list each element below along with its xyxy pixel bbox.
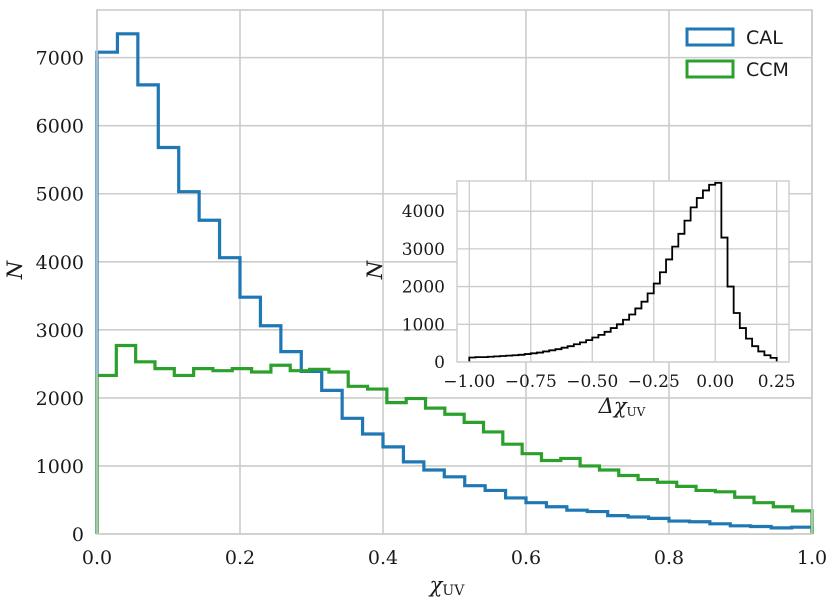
main-y-tick-label: 7000 [36,48,84,70]
inset-x-tick-label: −0.75 [505,372,557,392]
inset-x-tick-label: 0.25 [758,372,796,392]
main-y-tick-label: 3000 [36,320,84,342]
legend-swatch-ccm [685,59,735,79]
inset-delta-step-line [468,181,778,362]
inset-x-axis-label: ΔχUV [598,394,646,419]
legend-entry-ccm: CCM [685,59,789,81]
inset-y-axis-label: N [363,260,387,280]
main-x-tick-label: 0.0 [82,547,112,569]
legend-label-ccm: CCM [746,59,789,81]
main-y-tick-label: 2000 [36,388,84,410]
main-y-tick-label: 5000 [36,184,84,206]
inset-background [457,181,789,362]
main-x-axis-label: χUV [428,573,466,599]
main-plot-frame [96,9,813,535]
inset-x-tick-label: −0.25 [628,372,680,392]
main-x-tick-label: 0.6 [511,547,541,569]
inset-y-tick-label: 4000 [402,202,445,222]
main-x-tick-label: 0.2 [225,547,255,569]
main-y-axis-label: N [3,260,27,280]
series-cal-step-line [95,32,814,534]
main-chart: 0.0 0.2 0.4 0.6 0.8 1.0 0 1000 2000 3000 4000 5000… [3,9,827,599]
inset-y-tick-label: 2000 [402,278,445,298]
main-series [95,32,814,534]
main-x-tick-label: 0.4 [368,547,398,569]
inset-y-tick-label: 3000 [402,240,445,260]
inset-x-tick-label: 0.00 [696,372,734,392]
inset-x-tick-label: −1.00 [443,372,495,392]
inset-x-tick-labels: −1.00 −0.75 −0.50 −0.25 0.00 0.25 [443,372,795,392]
inset-y-tick-labels: 0 1000 2000 3000 4000 [402,202,445,373]
main-x-tick-labels: 0.0 0.2 0.4 0.6 0.8 1.0 [82,547,827,569]
main-y-tick-label: 4000 [36,252,84,274]
inset-plot-frame [456,180,790,363]
main-x-tick-label: 0.8 [654,547,684,569]
main-x-tick-label: 1.0 [797,547,827,569]
inset-y-tick-label: 1000 [402,315,445,335]
main-y-tick-label: 0 [72,524,84,546]
inset-series [468,181,778,362]
main-y-tick-label: 1000 [36,456,84,478]
inset-y-tick-label: 0 [434,353,445,373]
main-y-tick-labels: 0 1000 2000 3000 4000 5000 6000 7000 [36,48,84,546]
legend: CAL CCM [685,27,789,81]
inset-chart: −1.00 −0.75 −0.50 −0.25 0.00 0.25 0 1000 2000 30… [363,180,796,419]
main-y-tick-label: 6000 [36,116,84,138]
legend-swatch-cal [685,27,735,47]
legend-entry-cal: CAL [685,27,783,49]
series-ccm-step-line [95,343,814,534]
inset-x-tick-label: −0.50 [566,372,618,392]
legend-label-cal: CAL [746,27,783,49]
